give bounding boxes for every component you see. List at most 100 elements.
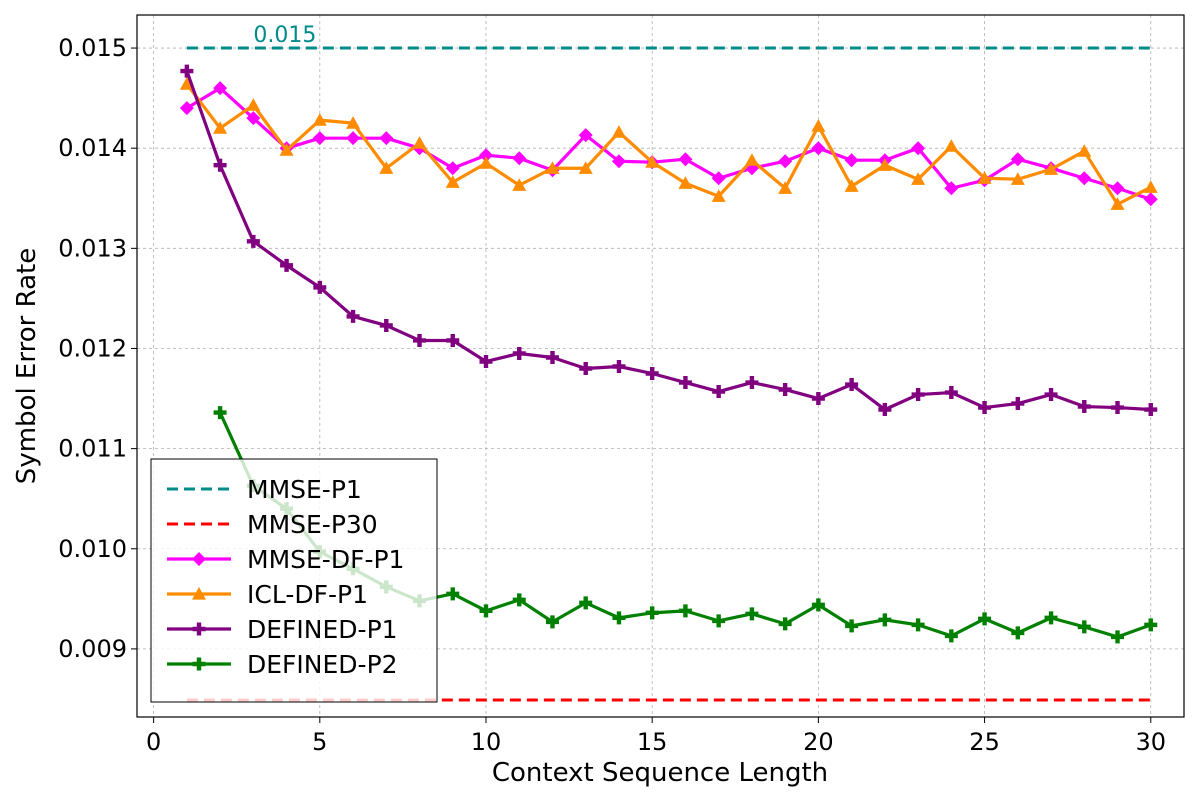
data-point-defined-p2 [845, 619, 859, 633]
data-point-icl-df-p1 [844, 179, 859, 192]
data-point-mmse-df-p1 [1010, 152, 1025, 167]
legend-item-mmse-p1: MMSE-P1 [167, 475, 362, 504]
data-point-mmse-df-p1 [678, 152, 693, 167]
data-point-defined-p1 [778, 383, 792, 397]
data-point-defined-p2 [678, 604, 692, 618]
x-tick-label: 15 [637, 728, 668, 756]
x-tick-label: 25 [969, 728, 1000, 756]
data-point-defined-p1 [413, 333, 427, 347]
data-point-icl-df-p1 [379, 161, 394, 174]
data-point-mmse-df-p1 [379, 131, 394, 146]
y-tick-label: 0.009 [58, 635, 127, 663]
data-point-icl-df-p1 [778, 181, 793, 194]
data-point-defined-p1 [645, 367, 659, 381]
data-point-defined-p1 [1044, 388, 1058, 402]
data-point-mmse-df-p1 [213, 81, 228, 96]
data-point-defined-p1 [213, 158, 227, 172]
data-point-icl-df-p1 [877, 158, 892, 171]
data-point-defined-p1 [346, 309, 360, 323]
data-point-defined-p1 [379, 318, 393, 332]
data-point-defined-p1 [845, 378, 859, 392]
data-point-mmse-df-p1 [445, 161, 460, 176]
legend: MMSE-P1 MMSE-P30 MMSE-DF-P1 ICL-DF-P1 DEFINE… [150, 458, 438, 703]
data-point-defined-p1 [745, 376, 759, 390]
data-point-icl-df-p1 [412, 136, 427, 149]
data-point-defined-p1 [246, 234, 260, 248]
data-point-icl-df-p1 [811, 119, 826, 132]
data-point-icl-df-p1 [179, 77, 194, 90]
data-point-defined-p1 [678, 376, 692, 390]
plot-frame [136, 14, 1185, 718]
data-point-defined-p2 [612, 611, 626, 625]
data-point-defined-p1 [446, 333, 460, 347]
data-point-defined-p1 [811, 392, 825, 406]
data-point-defined-p2 [579, 596, 593, 610]
data-point-mmse-df-p1 [512, 151, 527, 166]
data-point-defined-p2 [778, 617, 792, 631]
data-point-defined-p1 [579, 362, 593, 376]
legend-item-mmse-df-p1: MMSE-DF-P1 [167, 545, 404, 574]
y-tick-label: 0.013 [58, 234, 127, 262]
annotation-text: 0.015 [253, 23, 316, 48]
data-point-mmse-df-p1 [844, 153, 859, 168]
data-point-defined-p2 [479, 604, 493, 618]
data-point-icl-df-p1 [678, 176, 693, 189]
y-axis-label: Symbol Error Rate [12, 248, 42, 484]
data-point-mmse-df-p1 [944, 181, 959, 196]
data-point-icl-df-p1 [578, 161, 593, 174]
data-point-defined-p2 [811, 598, 825, 612]
data-point-icl-df-p1 [1077, 144, 1092, 157]
data-point-icl-df-p1 [279, 143, 294, 156]
x-tick-label: 10 [471, 728, 502, 756]
data-point-icl-df-p1 [911, 172, 926, 185]
legend-item-defined-p1: DEFINED-P1 [167, 615, 398, 644]
data-point-icl-df-p1 [1110, 197, 1125, 210]
data-point-icl-df-p1 [512, 178, 527, 191]
data-point-icl-df-p1 [346, 116, 361, 129]
legend-label: ICL-DF-P1 [247, 580, 368, 609]
data-point-icl-df-p1 [1010, 172, 1025, 185]
data-point-defined-p2 [213, 406, 227, 420]
data-point-defined-p1 [479, 354, 493, 368]
data-point-defined-p2 [1144, 618, 1158, 632]
legend-label: DEFINED-P1 [247, 615, 398, 644]
data-point-defined-p1 [512, 346, 526, 360]
data-point-defined-p1 [180, 64, 194, 78]
data-point-defined-p1 [1144, 403, 1158, 417]
data-point-defined-p2 [878, 613, 892, 627]
data-point-defined-p2 [1011, 626, 1025, 640]
legend-item-mmse-p30: MMSE-P30 [167, 510, 378, 539]
data-point-defined-p2 [1077, 620, 1091, 634]
legend-item-icl-df-p1: ICL-DF-P1 [167, 580, 368, 609]
legend-label: MMSE-P1 [247, 475, 362, 504]
series-line-icl-df-p1 [185, 83, 1152, 206]
data-point-defined-p1 [1111, 401, 1125, 415]
series-defined-p1 [180, 64, 1158, 417]
legend-label: MMSE-DF-P1 [247, 545, 404, 574]
data-point-defined-p1 [978, 401, 992, 415]
data-point-defined-p2 [745, 607, 759, 621]
y-tick-label: 0.010 [58, 535, 127, 563]
data-point-mmse-df-p1 [578, 128, 593, 143]
data-point-mmse-df-p1 [246, 111, 261, 126]
data-point-mmse-df-p1 [778, 154, 793, 169]
data-point-icl-df-p1 [312, 113, 327, 126]
legend-label: MMSE-P30 [247, 510, 378, 539]
data-point-defined-p2 [1111, 630, 1125, 644]
data-point-icl-df-p1 [479, 156, 493, 169]
data-point-defined-p2 [1044, 611, 1058, 625]
data-point-icl-df-p1 [246, 98, 261, 111]
data-point-mmse-df-p1 [1143, 192, 1158, 207]
y-tick-label: 0.014 [58, 134, 127, 162]
data-point-defined-p1 [1011, 397, 1025, 411]
data-point-defined-p2 [712, 614, 726, 628]
data-point-defined-p1 [911, 388, 925, 402]
x-tick-label: 30 [1135, 728, 1166, 756]
data-point-defined-p1 [712, 385, 726, 399]
data-point-icl-df-p1 [944, 139, 959, 152]
x-tick-label: 20 [803, 728, 834, 756]
data-point-defined-p1 [944, 386, 958, 400]
y-tick-label: 0.012 [58, 334, 127, 362]
